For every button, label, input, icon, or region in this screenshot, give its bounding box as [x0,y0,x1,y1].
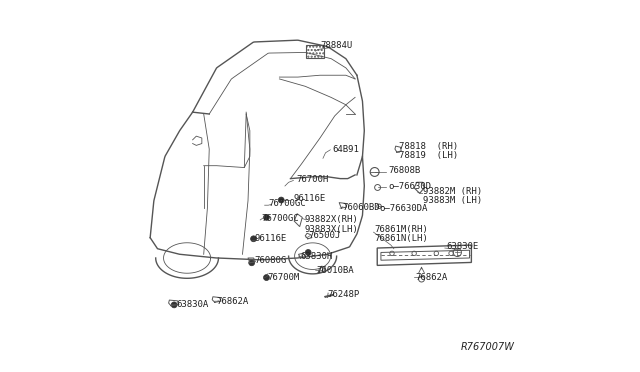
Text: 63830E: 63830E [446,243,479,251]
Circle shape [251,236,257,242]
Text: R767007W: R767007W [460,342,514,352]
Text: 76080G: 76080G [254,256,287,265]
Text: 78818  (RH): 78818 (RH) [399,142,458,151]
Text: 64B91: 64B91 [332,145,359,154]
Text: 76808B: 76808B [388,166,421,175]
Circle shape [278,197,284,203]
Text: o—76630D: o—76630D [388,182,431,191]
Circle shape [172,302,177,308]
Text: 76700GC: 76700GC [268,199,306,208]
Text: 96116E: 96116E [293,195,325,203]
Circle shape [264,275,269,280]
Text: 76010BA: 76010BA [316,266,354,275]
Text: 76500J: 76500J [308,231,340,240]
Text: 76862A: 76862A [415,273,447,282]
Text: 76248P: 76248P [328,291,360,299]
Text: 63830A: 63830A [176,300,208,310]
Text: 76861M(RH): 76861M(RH) [374,225,428,234]
Text: 93882M (RH): 93882M (RH) [422,187,482,196]
Circle shape [264,214,269,220]
Text: 78884U: 78884U [320,41,352,50]
Text: 76700GC: 76700GC [262,214,300,223]
Text: 76862A: 76862A [216,297,248,306]
Text: 93883M (LH): 93883M (LH) [422,196,482,205]
Text: 78819  (LH): 78819 (LH) [399,151,458,160]
Text: 93883X(LH): 93883X(LH) [305,225,358,234]
Text: 63830H: 63830H [301,252,333,262]
Text: o—76630DA: o—76630DA [380,204,428,214]
Circle shape [305,250,311,256]
Text: 76700M: 76700M [268,273,300,282]
Bar [306,45,324,58]
Text: 76861N(LH): 76861N(LH) [374,234,428,243]
Text: 76060BD: 76060BD [342,202,380,212]
Circle shape [249,260,255,266]
Text: 96116E: 96116E [254,234,287,243]
Text: 76700H: 76700H [296,175,328,184]
Text: 93882X(RH): 93882X(RH) [305,215,358,224]
